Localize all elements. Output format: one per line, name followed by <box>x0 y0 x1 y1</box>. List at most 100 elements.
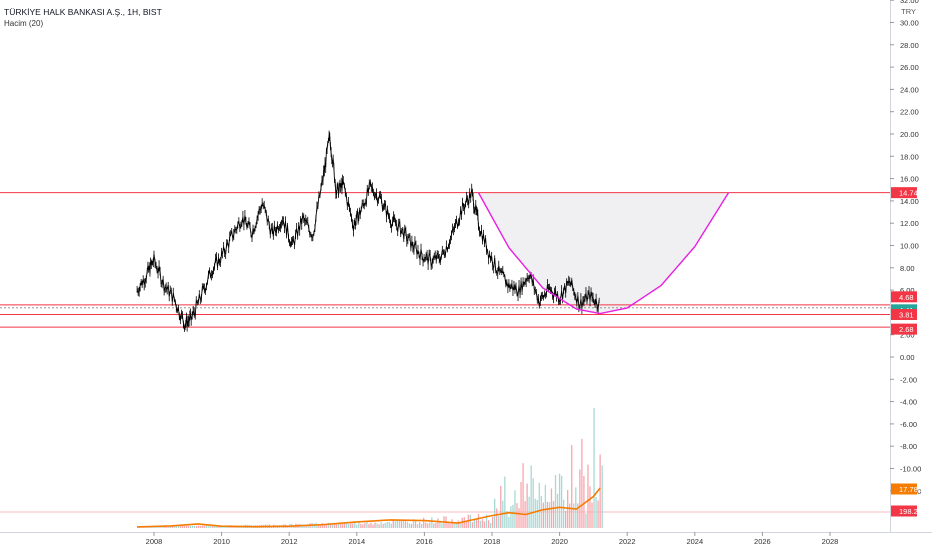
volume-bar <box>335 523 338 528</box>
volume-bar <box>414 521 417 528</box>
price-tick-label: 20.00 <box>900 130 919 139</box>
volume-bar <box>595 497 597 528</box>
volume-bar <box>473 519 476 528</box>
volume-bar <box>554 474 557 528</box>
volume-bar <box>433 523 435 528</box>
volume-bar <box>500 485 502 528</box>
volume-bar <box>548 502 551 528</box>
volume-bar <box>376 523 378 528</box>
volume-bar <box>406 521 409 528</box>
volume-bar <box>455 522 457 528</box>
volume-bar <box>526 483 528 528</box>
volume-bar <box>212 525 214 528</box>
price-tick-label: 30.00 <box>900 19 919 28</box>
volume-bar <box>185 525 188 528</box>
volume-bar <box>331 524 334 528</box>
time-axis[interactable]: 2008 2010 2012 2014 2016 2018 2020 2022 2024 2026… <box>146 532 839 546</box>
volume-bar <box>520 482 522 528</box>
price-series <box>136 130 600 332</box>
volume-bar <box>439 522 441 528</box>
volume-ma-tag-bg <box>891 483 917 495</box>
volume-bar <box>569 503 571 528</box>
price-tick-label: 8.00 <box>900 264 915 273</box>
volume-ma-line <box>137 487 601 528</box>
volume-bar <box>195 525 198 528</box>
price-tag: 2.68 <box>899 325 914 334</box>
volume-bar <box>573 503 575 528</box>
volume-bar <box>565 510 567 528</box>
volume-bar <box>481 519 484 528</box>
volume-bar <box>516 503 518 528</box>
volume-bar <box>463 517 465 528</box>
volume-indicator-label[interactable]: Hacim (20) <box>4 19 44 28</box>
volume-bar <box>418 522 421 528</box>
volume-bar <box>189 525 192 528</box>
volume-bar <box>408 523 411 528</box>
volume-bar <box>197 525 200 528</box>
price-tick-label: -2.00 <box>900 375 917 384</box>
volume-bar <box>329 523 332 528</box>
volume-bar <box>303 524 305 528</box>
price-tick-label: 14.00 <box>900 197 919 206</box>
price-line <box>136 134 600 330</box>
volume-tag: 198.226M <box>899 507 932 516</box>
volume-bar <box>305 524 307 528</box>
symbol-title[interactable]: TÜRKİYE HALK BANKASI A.Ş., 1H, BIST <box>4 7 162 17</box>
price-tag-bg <box>891 187 917 199</box>
volume-bar <box>378 524 380 528</box>
volume-bar <box>536 500 538 528</box>
horizontal-levels[interactable] <box>0 192 890 513</box>
volume-bar <box>216 525 218 528</box>
time-tick-label: 2024 <box>686 537 703 546</box>
volume-bar <box>313 523 315 528</box>
cup-curve[interactable] <box>477 192 730 315</box>
volume-bar <box>585 513 587 528</box>
price-tick-label: 0.00 <box>900 353 915 362</box>
price-tag: 4.68 <box>899 293 914 302</box>
price-tick-label: -10.00 <box>900 465 921 474</box>
volume-bar <box>498 515 500 528</box>
volume-bar <box>177 525 179 528</box>
volume-bar <box>398 519 401 528</box>
volume-bar <box>459 523 461 528</box>
volume-bar <box>512 504 514 528</box>
volume-bar <box>404 519 407 528</box>
volume-bar <box>485 514 488 528</box>
cup-pattern-fill <box>478 192 729 314</box>
volume-bar <box>201 525 204 528</box>
volume-bar <box>323 524 325 528</box>
volume-bar <box>175 525 177 528</box>
time-tick-label: 2028 <box>822 537 839 546</box>
volume-bar <box>343 522 346 528</box>
volume-bar <box>199 525 202 528</box>
volume-bar <box>558 473 561 528</box>
volume-bar <box>402 520 405 528</box>
volume-bar <box>412 519 415 528</box>
price-tick-label: 10.00 <box>900 242 919 251</box>
volume-bar <box>421 524 423 528</box>
time-tick-label: 2012 <box>281 537 298 546</box>
volume-bar <box>341 523 344 528</box>
volume-bar <box>581 438 583 528</box>
volume-bars <box>137 408 603 528</box>
time-tick-label: 2018 <box>484 537 501 546</box>
volume-bar <box>575 487 577 528</box>
volume-bar <box>410 523 413 528</box>
volume-bar <box>469 514 471 528</box>
volume-bar <box>427 523 429 528</box>
volume-bar <box>449 523 451 528</box>
price-axis[interactable]: 32.00 30.00 28.00 26.00 24.00 22.00 20.00 18.00… <box>890 0 921 496</box>
volume-bar <box>370 522 372 528</box>
volume-bar <box>429 522 431 528</box>
price-tick-label: 26.00 <box>900 63 919 72</box>
price-tick-label: 24.00 <box>900 85 919 94</box>
volume-bar <box>487 520 490 528</box>
price-tick-label: 2.00 <box>900 331 915 340</box>
volume-bar <box>451 519 453 528</box>
volume-bar <box>193 525 196 528</box>
volume-bar <box>163 525 165 528</box>
volume-bar <box>447 521 449 528</box>
volume-bar <box>494 498 496 528</box>
